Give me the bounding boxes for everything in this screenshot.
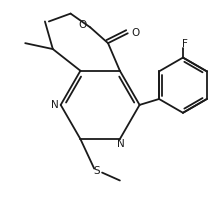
Text: N: N xyxy=(51,100,59,110)
Text: N: N xyxy=(117,139,125,149)
Text: F: F xyxy=(182,39,188,49)
Text: O: O xyxy=(132,28,140,38)
Text: O: O xyxy=(78,20,86,30)
Text: S: S xyxy=(93,166,99,176)
